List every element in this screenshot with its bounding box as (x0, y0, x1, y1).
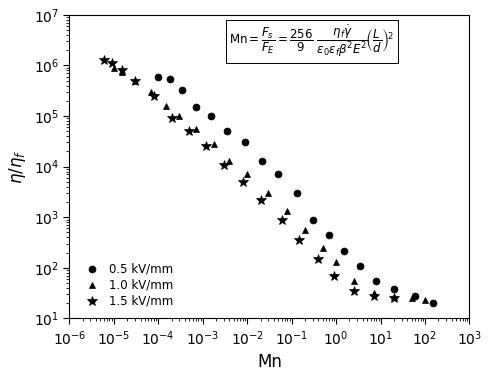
1.0 kV/mm (176, 114, 182, 118)
1.0 kV/mm (132, 78, 138, 83)
1.0 kV/mm (119, 70, 124, 74)
0.5 kV/mm (275, 172, 281, 177)
1.5 kV/mm (119, 68, 124, 73)
1.5 kV/mm (101, 57, 106, 62)
0.5 kV/mm (224, 129, 229, 133)
1.0 kV/mm (226, 159, 232, 163)
0.5 kV/mm (293, 191, 299, 195)
1.5 kV/mm (390, 296, 396, 301)
1.5 kV/mm (350, 289, 356, 293)
1.5 kV/mm (151, 94, 157, 98)
1.0 kV/mm (421, 298, 427, 302)
1.5 kV/mm (370, 294, 376, 298)
1.5 kV/mm (278, 217, 284, 222)
1.0 kV/mm (244, 172, 249, 177)
1.5 kV/mm (330, 273, 336, 278)
Legend: 0.5 kV/mm, 1.0 kV/mm, 1.5 kV/mm: 0.5 kV/mm, 1.0 kV/mm, 1.5 kV/mm (75, 258, 178, 313)
Line: 1.0 kV/mm: 1.0 kV/mm (110, 64, 427, 304)
0.5 kV/mm (325, 232, 331, 237)
0.5 kV/mm (372, 279, 378, 283)
1.5 kV/mm (221, 162, 226, 167)
1.0 kV/mm (302, 228, 307, 232)
0.5 kV/mm (340, 248, 346, 253)
Line: 1.5 kV/mm: 1.5 kV/mm (99, 55, 398, 303)
Text: $\mathrm{Mn} = \dfrac{F_s}{F_E} = \dfrac{256}{9}\ \dfrac{\eta_f\dot{\gamma}}{\va: $\mathrm{Mn} = \dfrac{F_s}{F_E} = \dfrac… (229, 24, 393, 59)
0.5 kV/mm (179, 88, 185, 93)
1.0 kV/mm (148, 90, 154, 94)
1.0 kV/mm (284, 209, 290, 214)
0.5 kV/mm (429, 301, 435, 305)
0.5 kV/mm (411, 294, 417, 298)
1.5 kV/mm (168, 116, 174, 121)
1.5 kV/mm (203, 144, 209, 149)
0.5 kV/mm (192, 105, 198, 109)
1.5 kV/mm (108, 61, 114, 65)
Y-axis label: $\eta/\eta_f$: $\eta/\eta_f$ (7, 149, 28, 184)
1.5 kV/mm (257, 198, 263, 202)
0.5 kV/mm (259, 159, 265, 163)
1.0 kV/mm (408, 296, 414, 301)
1.0 kV/mm (265, 191, 271, 195)
0.5 kV/mm (390, 287, 396, 291)
1.5 kV/mm (186, 129, 192, 133)
1.0 kV/mm (350, 279, 356, 283)
1.5 kV/mm (132, 78, 138, 83)
0.5 kV/mm (155, 74, 161, 79)
0.5 kV/mm (357, 263, 363, 268)
1.0 kV/mm (370, 291, 376, 295)
X-axis label: Mn: Mn (256, 353, 281, 371)
0.5 kV/mm (166, 76, 172, 81)
1.0 kV/mm (390, 294, 396, 299)
1.0 kV/mm (211, 142, 217, 146)
1.5 kV/mm (296, 238, 302, 243)
Line: 0.5 kV/mm: 0.5 kV/mm (154, 73, 435, 307)
0.5 kV/mm (309, 217, 315, 222)
1.0 kV/mm (111, 65, 117, 70)
1.0 kV/mm (192, 127, 198, 132)
0.5 kV/mm (242, 140, 247, 145)
1.5 kV/mm (315, 257, 321, 261)
1.0 kV/mm (319, 245, 325, 250)
0.5 kV/mm (207, 114, 213, 118)
1.0 kV/mm (332, 260, 338, 264)
1.0 kV/mm (163, 104, 169, 108)
1.5 kV/mm (240, 180, 245, 184)
